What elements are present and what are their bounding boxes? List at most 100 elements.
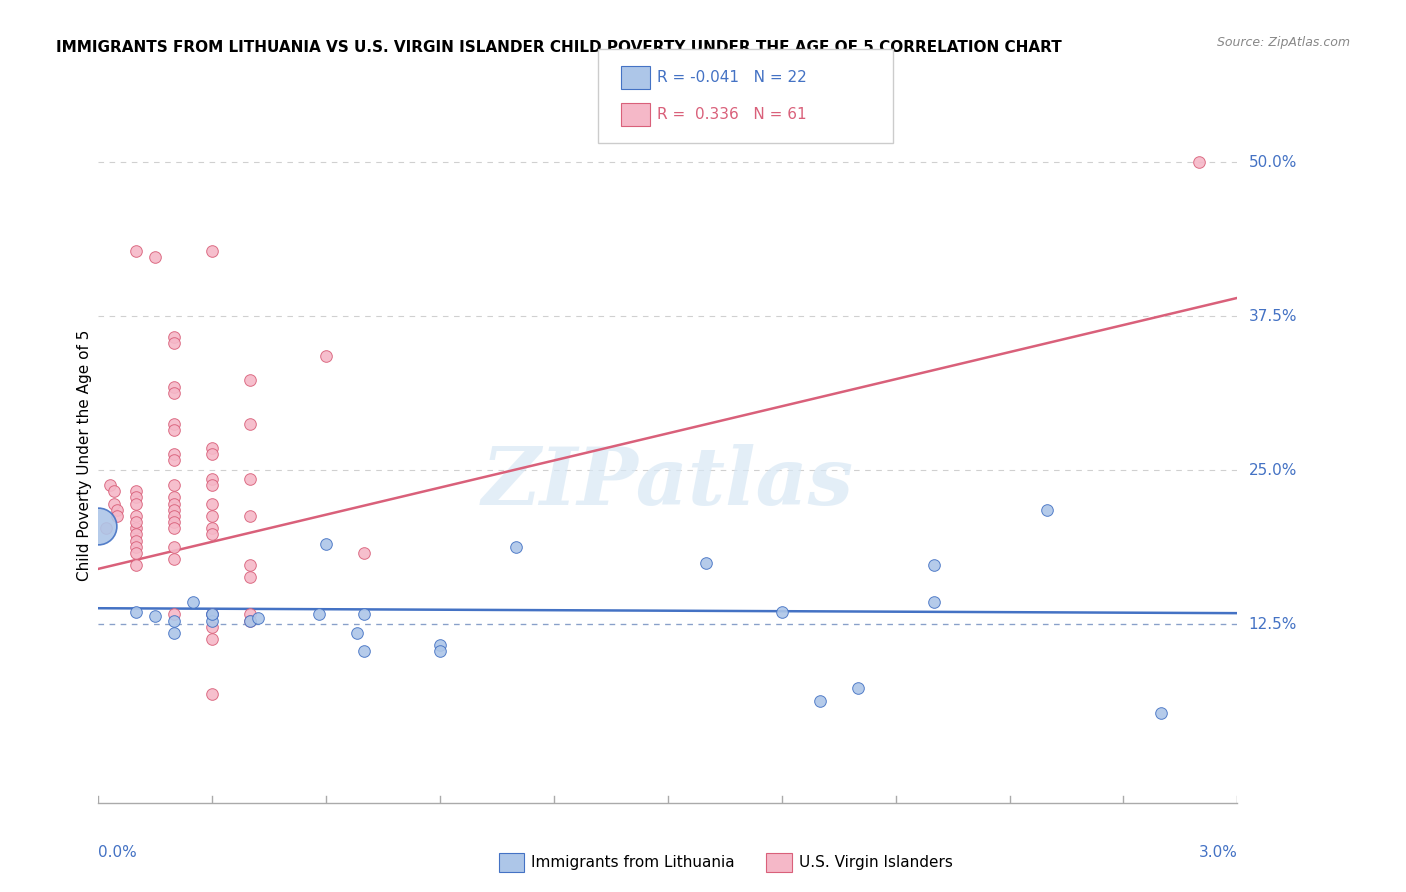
Point [922,558,945,573]
Point [201,521,224,535]
Point [125,533,148,548]
Point [163,552,186,566]
Point [505,540,527,554]
Point [353,546,375,560]
Point [125,491,148,505]
Point [163,330,186,344]
Point [125,527,148,541]
Point [246,611,269,625]
Point [922,595,945,609]
Point [163,423,186,437]
Point [201,632,224,646]
Point [145,608,167,623]
Text: U.S. Virgin Islanders: U.S. Virgin Islanders [799,855,952,870]
Point [1188,155,1211,169]
Point [201,508,224,523]
Text: IMMIGRANTS FROM LITHUANIA VS U.S. VIRGIN ISLANDER CHILD POVERTY UNDER THE AGE OF: IMMIGRANTS FROM LITHUANIA VS U.S. VIRGIN… [56,40,1062,55]
Point [239,472,262,486]
Point [239,570,262,584]
Point [125,515,148,529]
Text: 0.0%: 0.0% [98,845,138,860]
Point [163,508,186,523]
Point [163,521,186,535]
Point [103,484,125,499]
Point [201,441,224,455]
Point [239,373,262,387]
Point [163,385,186,400]
Point [1036,502,1059,516]
Point [239,508,262,523]
Text: ZIPatlas: ZIPatlas [482,444,853,522]
Point [201,497,224,511]
Text: 25.0%: 25.0% [1249,463,1296,478]
Point [163,336,186,351]
Point [239,614,262,628]
Point [163,607,186,622]
Point [353,607,375,622]
Point [163,379,186,393]
Point [163,497,186,511]
Point [315,537,337,551]
Point [163,540,186,554]
Text: Source: ZipAtlas.com: Source: ZipAtlas.com [1216,36,1350,49]
Text: Child Poverty Under the Age of 5: Child Poverty Under the Age of 5 [76,329,91,581]
Point [98,478,121,492]
Text: 12.5%: 12.5% [1249,616,1296,632]
Point [239,417,262,431]
Point [125,605,148,619]
Point [239,614,262,628]
Point [125,540,148,554]
Text: 50.0%: 50.0% [1249,155,1296,170]
Point [201,472,224,486]
Point [201,620,224,634]
Point [353,644,375,658]
Point [107,508,129,523]
Point [125,508,148,523]
Point [125,558,148,573]
Text: 3.0%: 3.0% [1198,845,1237,860]
Point [429,638,451,652]
Point [201,688,224,702]
Point [145,250,167,264]
Point [239,558,262,573]
Point [770,605,793,619]
Text: Immigrants from Lithuania: Immigrants from Lithuania [531,855,735,870]
Point [346,625,368,640]
Point [107,502,129,516]
Point [163,614,186,628]
Point [201,527,224,541]
Point [125,244,148,259]
Point [163,447,186,461]
Text: 37.5%: 37.5% [1249,309,1296,324]
Point [429,644,451,658]
Point [163,515,186,529]
Point [163,491,186,505]
Point [163,453,186,467]
Point [201,614,224,628]
Point [315,349,337,363]
Point [239,607,262,622]
Text: R = -0.041   N = 22: R = -0.041 N = 22 [657,70,807,85]
Point [201,607,224,622]
Point [163,625,186,640]
Point [201,607,224,622]
Point [183,595,205,609]
Point [103,497,125,511]
Point [695,556,717,570]
Point [201,607,224,622]
Point [87,518,110,533]
Point [1150,706,1173,720]
Point [163,417,186,431]
Point [163,478,186,492]
Point [163,502,186,516]
Point [94,521,117,535]
Point [201,447,224,461]
Point [201,478,224,492]
Point [125,546,148,560]
Point [846,681,869,696]
Point [808,693,831,707]
Point [125,497,148,511]
Point [125,521,148,535]
Point [125,484,148,499]
Point [201,244,224,259]
